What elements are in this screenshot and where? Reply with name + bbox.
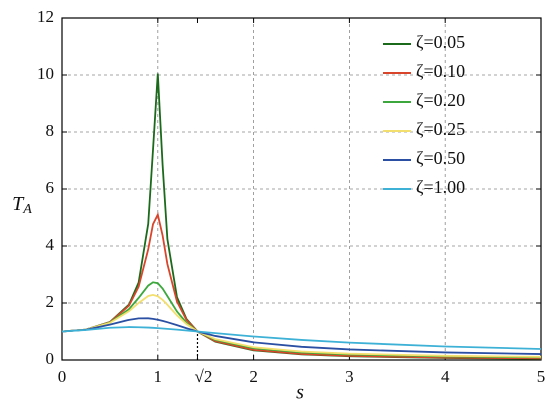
x-tick-label: 3 — [345, 367, 354, 386]
legend-label: ζ=0.20 — [416, 90, 465, 110]
y-axis-label-main: T — [12, 193, 25, 215]
x-axis-label: s — [296, 382, 304, 404]
y-axis-label: TA — [12, 193, 32, 218]
x-tick-label: 0 — [58, 367, 67, 386]
series-line — [61, 73, 542, 360]
x-tick-label: 5 — [537, 367, 546, 386]
legend-label: ζ=0.25 — [416, 119, 465, 139]
series-line — [61, 281, 542, 359]
y-tick-label: 12 — [37, 7, 54, 26]
y-axis-label-sub: A — [22, 202, 32, 217]
plot-frame — [61, 17, 542, 361]
x-tick-label: √2 — [195, 367, 213, 386]
y-tick-label: 0 — [46, 349, 55, 368]
legend-label: ζ=0.10 — [416, 61, 465, 81]
series-line — [61, 294, 542, 358]
x-tick-label: 1 — [154, 367, 163, 386]
y-tick-label: 10 — [37, 64, 54, 83]
y-tick-label: 4 — [46, 235, 55, 254]
series-line — [61, 326, 542, 350]
series-line — [61, 317, 542, 355]
legend-label: ζ=0.50 — [416, 148, 465, 168]
x-tick-label: 4 — [441, 367, 450, 386]
legend-label: ζ=0.05 — [416, 32, 465, 52]
x-tick-label: 2 — [249, 367, 258, 386]
legend-label: ζ=1.00 — [416, 177, 465, 197]
y-tick-label: 6 — [46, 178, 55, 197]
y-tick-label: 2 — [46, 292, 55, 311]
series-line — [61, 212, 542, 360]
y-tick-label: 8 — [46, 121, 55, 140]
